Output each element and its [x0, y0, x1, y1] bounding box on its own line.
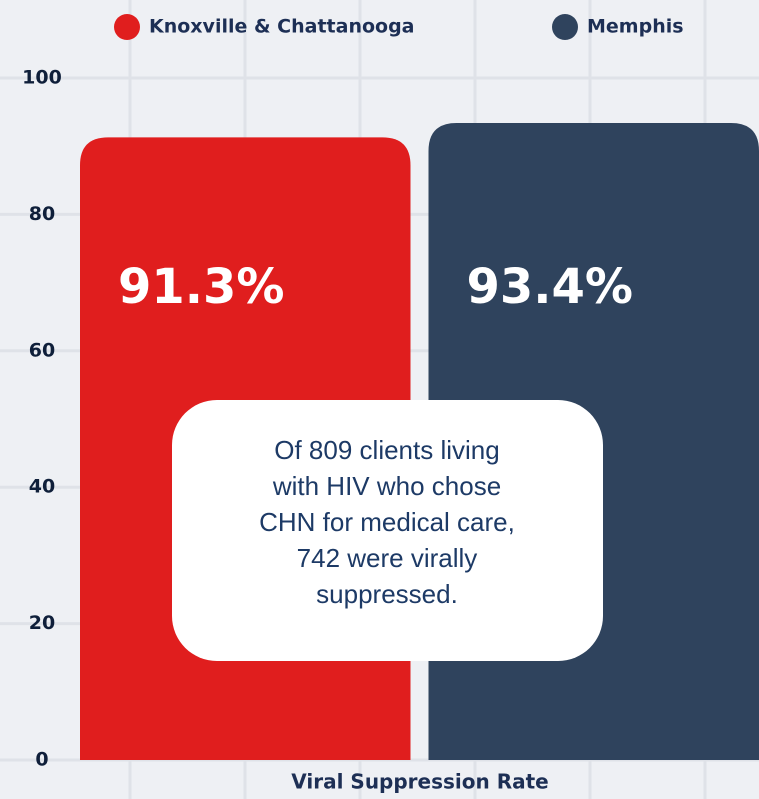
- legend-label: Memphis: [587, 16, 684, 38]
- value-label: 91.3%: [118, 259, 285, 315]
- annotation: Of 809 clients living with HIV who chose C…: [259, 435, 515, 609]
- labels: 0 20 40 60 80 100 Knoxville & Chattanooga Memph…: [22, 14, 684, 771]
- annotation-line: suppressed.: [316, 579, 458, 609]
- legend-swatch: [114, 14, 140, 40]
- y-tick-label: 60: [29, 339, 55, 361]
- annotation-box: [172, 400, 603, 661]
- y-tick-label: 0: [35, 749, 48, 771]
- value-label: 93.4%: [467, 259, 634, 315]
- annotation-line: Of 809 clients living: [274, 435, 499, 465]
- y-tick-label: 40: [29, 476, 55, 498]
- annotation-line: with HIV who chose: [272, 471, 501, 501]
- y-tick-label: 20: [29, 612, 55, 634]
- annotation-line: 742 were virally: [297, 543, 478, 573]
- y-tick-label: 80: [29, 203, 55, 225]
- legend-label: Knoxville & Chattanooga: [149, 16, 415, 38]
- annotation-line: CHN for medical care,: [259, 507, 515, 537]
- y-tick-label: 100: [22, 67, 62, 89]
- legend-swatch: [552, 14, 578, 40]
- x-axis-label: Viral Suppression Rate: [291, 770, 549, 794]
